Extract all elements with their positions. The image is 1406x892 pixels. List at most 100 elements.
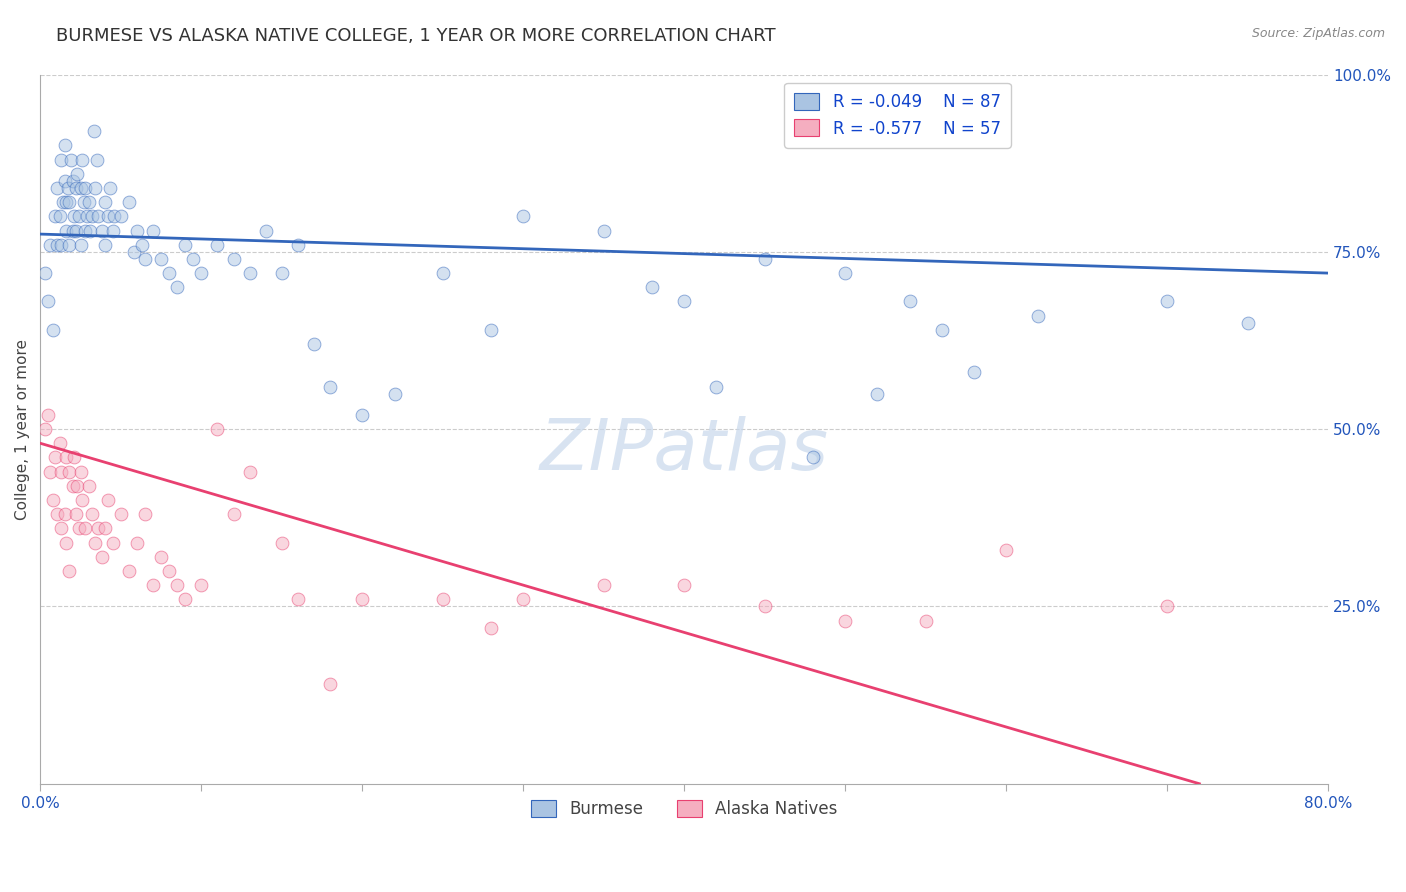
Point xyxy=(174,237,197,252)
Point xyxy=(69,181,91,195)
Point xyxy=(432,592,454,607)
Point xyxy=(62,174,84,188)
Point xyxy=(58,465,80,479)
Point xyxy=(898,294,921,309)
Point xyxy=(66,479,89,493)
Point xyxy=(55,223,77,237)
Point xyxy=(319,677,342,691)
Point xyxy=(110,507,132,521)
Point xyxy=(73,195,96,210)
Point xyxy=(142,223,165,237)
Point xyxy=(166,578,188,592)
Point xyxy=(834,266,856,280)
Point xyxy=(995,542,1018,557)
Point xyxy=(53,174,76,188)
Point xyxy=(79,223,101,237)
Point xyxy=(963,365,986,379)
Point xyxy=(125,535,148,549)
Point xyxy=(110,210,132,224)
Point xyxy=(39,237,62,252)
Point xyxy=(673,578,696,592)
Point xyxy=(80,210,103,224)
Point xyxy=(98,181,121,195)
Point xyxy=(302,337,325,351)
Point xyxy=(65,223,87,237)
Point xyxy=(122,244,145,259)
Point xyxy=(51,521,73,535)
Point xyxy=(142,578,165,592)
Point xyxy=(754,599,776,614)
Point xyxy=(384,386,406,401)
Point xyxy=(58,564,80,578)
Point xyxy=(63,450,86,465)
Point xyxy=(150,549,173,564)
Point xyxy=(42,493,65,508)
Point xyxy=(479,323,502,337)
Point xyxy=(174,592,197,607)
Point xyxy=(914,614,936,628)
Point xyxy=(45,181,67,195)
Point xyxy=(118,195,141,210)
Point xyxy=(94,195,117,210)
Point xyxy=(97,493,120,508)
Point xyxy=(157,266,180,280)
Point xyxy=(67,210,90,224)
Point xyxy=(287,592,309,607)
Point xyxy=(77,479,100,493)
Point xyxy=(59,153,82,167)
Point xyxy=(34,266,56,280)
Text: ZIPatlas: ZIPatlas xyxy=(540,416,828,485)
Point xyxy=(131,237,153,252)
Point xyxy=(866,386,889,401)
Point xyxy=(287,237,309,252)
Point xyxy=(84,535,107,549)
Point xyxy=(1236,316,1258,330)
Point xyxy=(67,521,90,535)
Point xyxy=(45,507,67,521)
Legend: Burmese, Alaska Natives: Burmese, Alaska Natives xyxy=(524,794,844,825)
Point xyxy=(87,210,110,224)
Point xyxy=(53,138,76,153)
Point xyxy=(166,280,188,294)
Point xyxy=(86,153,108,167)
Point xyxy=(641,280,664,294)
Point xyxy=(45,237,67,252)
Point xyxy=(103,210,125,224)
Point xyxy=(592,223,614,237)
Point xyxy=(56,181,79,195)
Point xyxy=(207,237,229,252)
Point xyxy=(754,252,776,266)
Point xyxy=(150,252,173,266)
Point xyxy=(37,294,59,309)
Point xyxy=(512,210,534,224)
Point xyxy=(48,210,70,224)
Point xyxy=(673,294,696,309)
Point xyxy=(53,507,76,521)
Point xyxy=(84,181,107,195)
Point xyxy=(51,465,73,479)
Point xyxy=(52,195,75,210)
Point xyxy=(432,266,454,280)
Point xyxy=(97,210,120,224)
Point xyxy=(101,223,124,237)
Point xyxy=(352,408,374,422)
Y-axis label: College, 1 year or more: College, 1 year or more xyxy=(15,339,30,520)
Point xyxy=(319,379,342,393)
Text: Source: ZipAtlas.com: Source: ZipAtlas.com xyxy=(1251,27,1385,40)
Point xyxy=(101,535,124,549)
Point xyxy=(592,578,614,592)
Point xyxy=(479,621,502,635)
Point xyxy=(801,450,824,465)
Point xyxy=(134,252,156,266)
Point xyxy=(706,379,728,393)
Point xyxy=(190,266,212,280)
Point xyxy=(66,167,89,181)
Point xyxy=(87,521,110,535)
Point xyxy=(183,252,205,266)
Point xyxy=(65,507,87,521)
Point xyxy=(55,535,77,549)
Point xyxy=(222,252,245,266)
Point xyxy=(76,210,98,224)
Point xyxy=(83,124,105,138)
Point xyxy=(55,195,77,210)
